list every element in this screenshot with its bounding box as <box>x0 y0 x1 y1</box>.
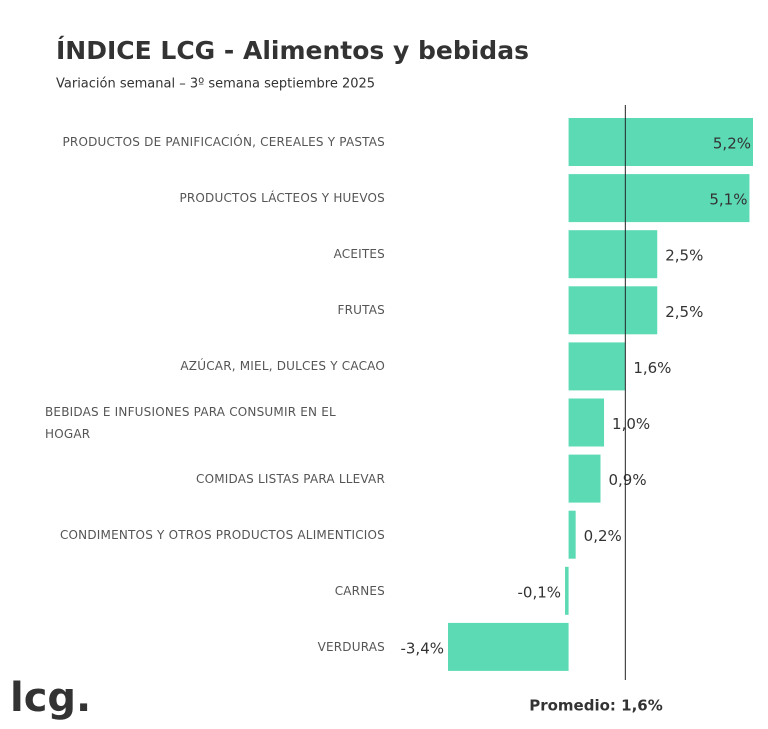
logo: lcg. <box>10 675 91 721</box>
value-label: -0,1% <box>518 583 562 601</box>
category-label-wrap: ACEITES <box>15 229 385 279</box>
category-label: ACEITES <box>333 247 385 262</box>
category-label-wrap: PRODUCTOS LÁCTEOS Y HUEVOS <box>15 173 385 223</box>
category-label-box: AZÚCAR, MIEL, DULCES Y CACAO <box>15 341 385 391</box>
category-label: PRODUCTOS LÁCTEOS Y HUEVOS <box>179 191 385 206</box>
category-label: BEBIDAS E INFUSIONES PARA CONSUMIR EN EL… <box>45 404 336 441</box>
category-label-box: PRODUCTOS LÁCTEOS Y HUEVOS <box>15 173 385 223</box>
category-label-wrap: VERDURAS <box>15 622 385 672</box>
category-label-box: ACEITES <box>15 229 385 279</box>
bar <box>568 398 605 447</box>
value-label: 5,2% <box>713 135 751 153</box>
bar <box>448 622 569 671</box>
value-label: 0,2% <box>584 527 622 545</box>
value-label: -3,4% <box>400 639 444 657</box>
category-label: AZÚCAR, MIEL, DULCES Y CACAO <box>180 359 385 374</box>
value-label: 2,5% <box>665 247 703 265</box>
category-label-box: CARNES <box>15 566 385 616</box>
category-label-box: CONDIMENTOS Y OTROS PRODUCTOS ALIMENTICI… <box>15 510 385 560</box>
category-label: FRUTAS <box>337 303 385 318</box>
value-label: 1,6% <box>633 359 671 377</box>
bar <box>568 342 626 391</box>
category-label: CONDIMENTOS Y OTROS PRODUCTOS ALIMENTICI… <box>59 527 385 542</box>
category-label-box: VERDURAS <box>15 622 385 672</box>
category-label-wrap: BEBIDAS E INFUSIONES PARA CONSUMIR EN EL… <box>15 398 385 448</box>
bar <box>568 230 658 279</box>
category-label-box: COMIDAS LISTAS PARA LLEVAR <box>15 454 385 504</box>
category-label-box: FRUTAS <box>15 285 385 335</box>
category-label-wrap: PRODUCTOS DE PANIFICACIÓN, CEREALES Y PA… <box>15 117 385 167</box>
category-label-wrap: CONDIMENTOS Y OTROS PRODUCTOS ALIMENTICI… <box>15 510 385 560</box>
bar <box>568 510 576 559</box>
category-label-box: PRODUCTOS DE PANIFICACIÓN, CEREALES Y PA… <box>15 117 385 167</box>
bar <box>568 174 750 223</box>
category-label-box: BEBIDAS E INFUSIONES PARA CONSUMIR EN EL… <box>15 398 385 448</box>
category-label: PRODUCTOS DE PANIFICACIÓN, CEREALES Y PA… <box>62 135 385 149</box>
chart-title: ÍNDICE LCG - Alimentos y bebidas <box>56 36 529 65</box>
category-label: CARNES <box>334 583 385 598</box>
average-label: Promedio: 1,6% <box>529 697 663 715</box>
category-label-wrap: FRUTAS <box>15 285 385 335</box>
value-label: 5,1% <box>709 191 747 209</box>
category-label-wrap: COMIDAS LISTAS PARA LLEVAR <box>15 454 385 504</box>
value-label: 2,5% <box>665 303 703 321</box>
chart-subtitle: Variación semanal – 3º semana septiembre… <box>56 77 375 92</box>
bar <box>565 566 569 615</box>
value-label: 0,9% <box>609 471 647 489</box>
bar <box>568 118 753 166</box>
category-label: VERDURAS <box>317 639 385 654</box>
bar <box>568 454 601 503</box>
category-label: COMIDAS LISTAS PARA LLEVAR <box>196 471 385 486</box>
category-label-wrap: AZÚCAR, MIEL, DULCES Y CACAO <box>15 341 385 391</box>
value-label: 1,0% <box>612 415 650 433</box>
category-label-wrap: CARNES <box>15 566 385 616</box>
bar <box>568 286 658 335</box>
